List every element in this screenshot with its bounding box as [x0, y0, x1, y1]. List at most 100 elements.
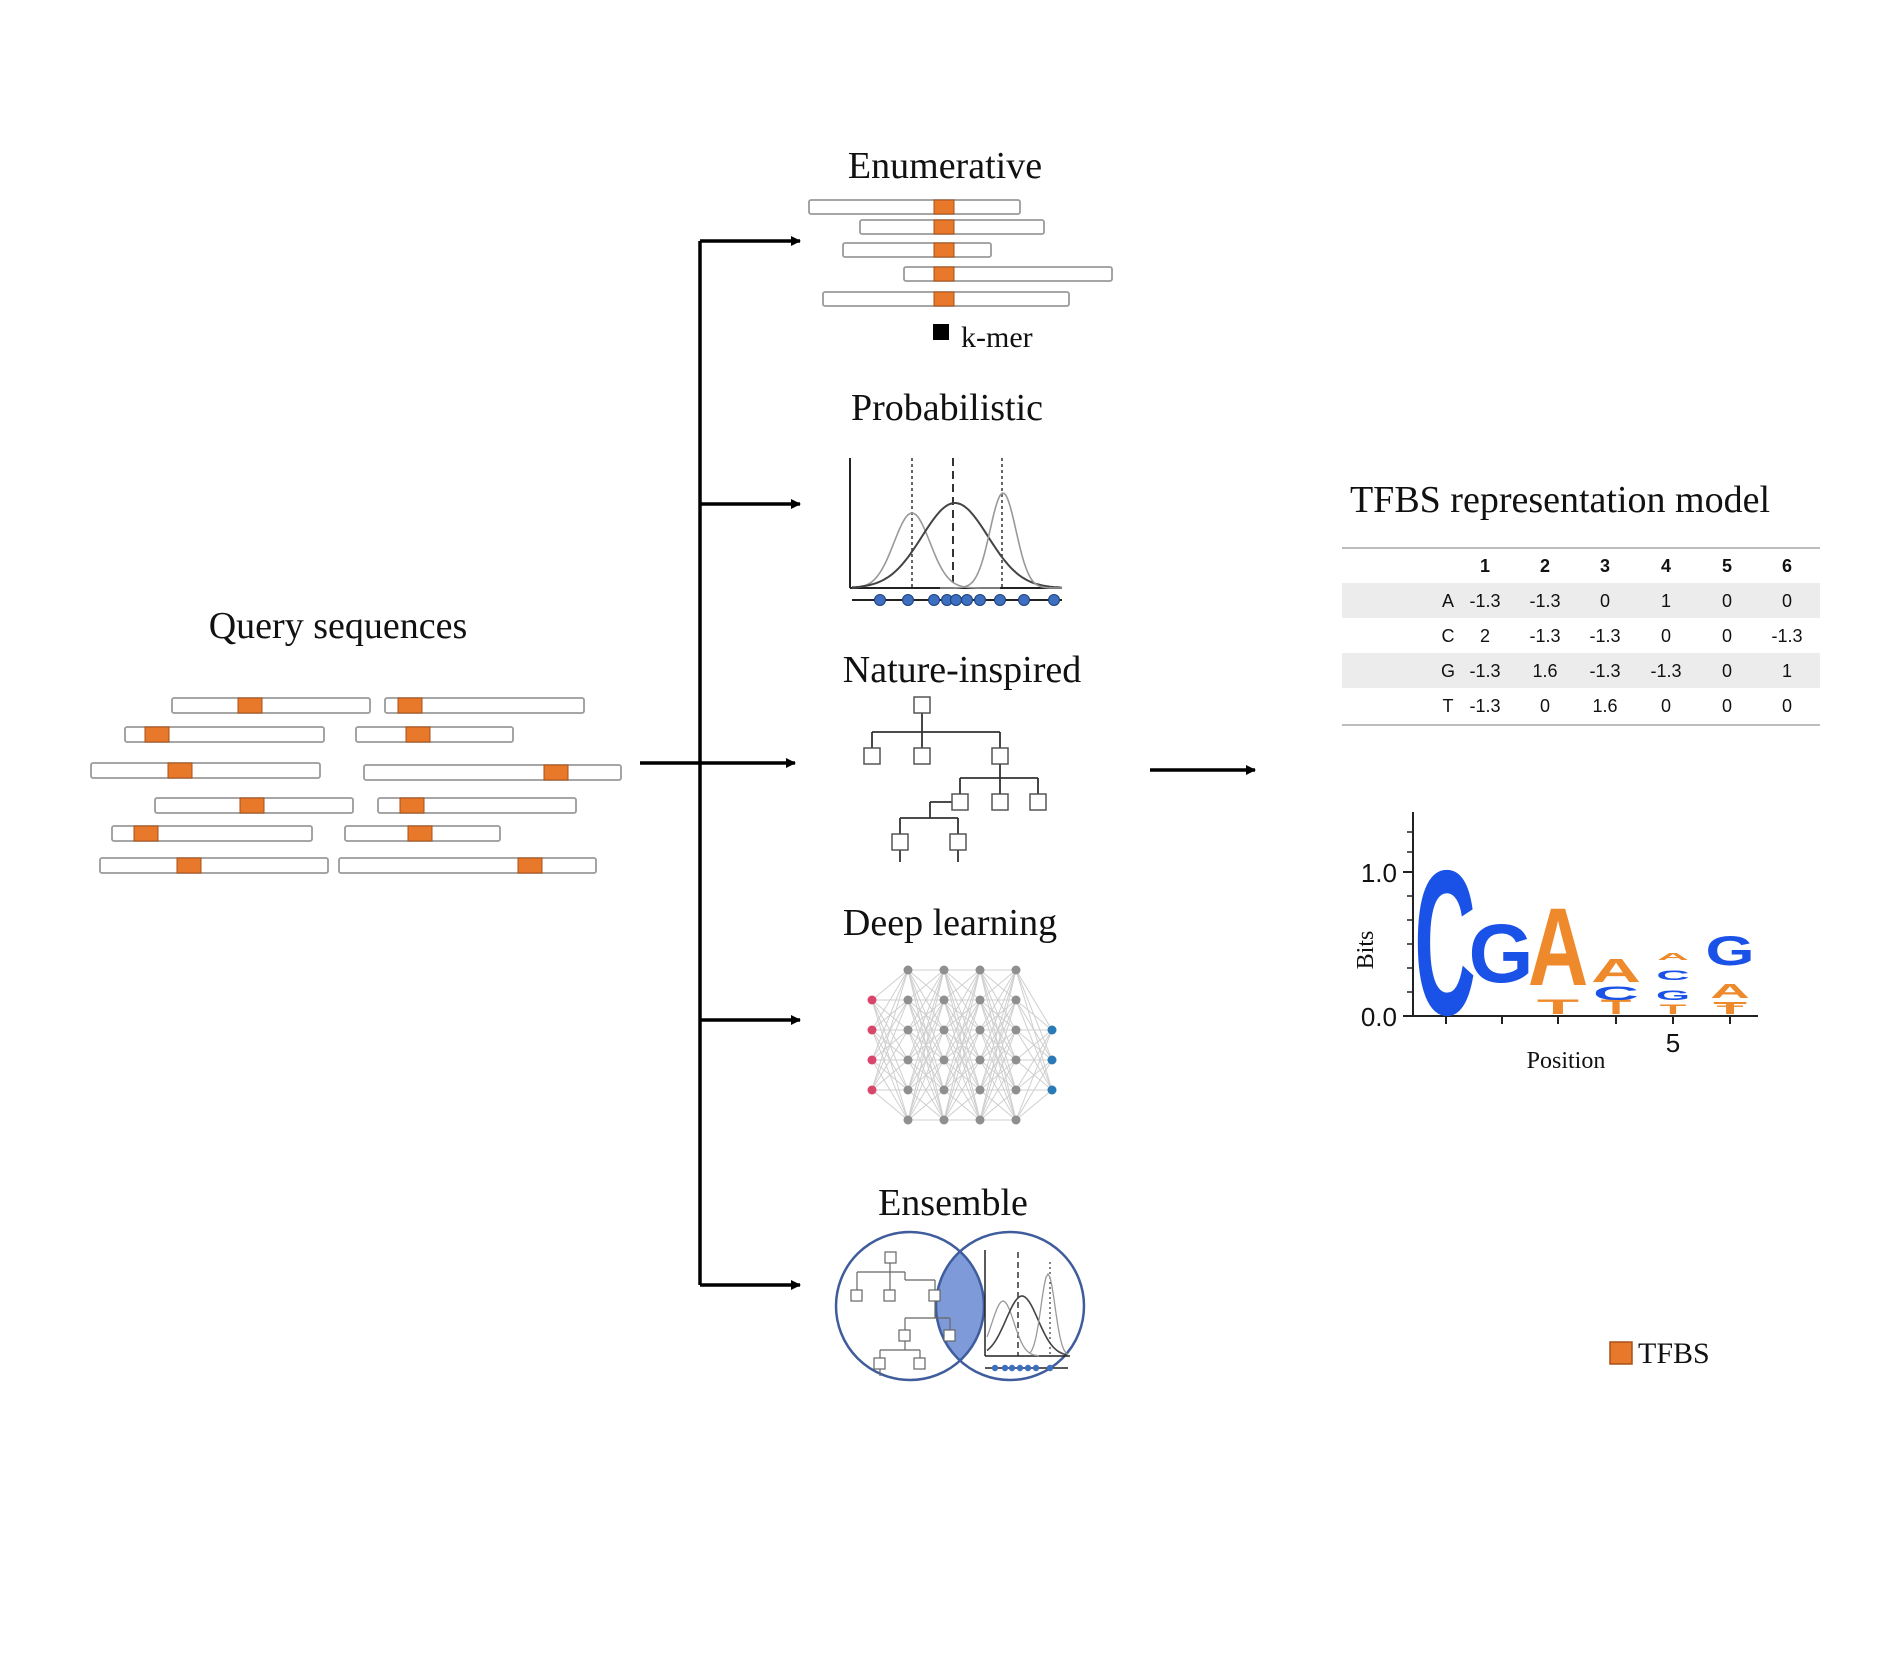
- matrix-cell: 1.6: [1592, 696, 1617, 716]
- nn-neuron: [903, 965, 913, 975]
- matrix-cell: 0: [1722, 626, 1732, 646]
- matrix-cell: 0: [1600, 591, 1610, 611]
- query-sequences-title: Query sequences: [209, 605, 468, 647]
- kmer-site: [933, 199, 955, 215]
- logo-letter: T: [1660, 1002, 1687, 1017]
- enumerative-sequence-bar: [903, 266, 1113, 282]
- nn-connection: [907, 999, 945, 1121]
- enumerative-sequence-bar: [808, 199, 1021, 215]
- query-sequence-bar: [355, 726, 514, 743]
- nn-neuron: [939, 1025, 949, 1035]
- tree-node: [891, 833, 909, 851]
- nn-connection: [1015, 969, 1053, 1031]
- nn-neuron: [903, 995, 913, 1005]
- tfbs-site: [239, 797, 265, 814]
- nn-connection: [871, 969, 909, 1091]
- tree-node: [991, 747, 1009, 765]
- nn-neuron: [939, 1115, 949, 1125]
- matrix-cell: -1.3: [1529, 591, 1560, 611]
- logo-ytick-top: 1.0: [1361, 858, 1397, 888]
- nn-neuron: [867, 1055, 877, 1065]
- nn-connection: [943, 969, 981, 1061]
- matrix-row-base: C: [1442, 626, 1455, 646]
- enumerative-sequence-bar: [842, 242, 992, 258]
- nn-connection: [871, 999, 909, 1091]
- enumerative-title: Enumerative: [848, 145, 1042, 187]
- query-sequence-bar: [90, 762, 321, 779]
- query-sequence-bar: [377, 797, 577, 814]
- logo-x-label: Position: [1527, 1048, 1606, 1074]
- matrix-column-header: 3: [1600, 556, 1610, 576]
- nn-neuron: [1011, 965, 1021, 975]
- matrix-cell: 0: [1661, 626, 1671, 646]
- logo-letter: T: [1717, 1003, 1744, 1016]
- tfbs-site: [405, 726, 431, 743]
- nn-connection: [943, 969, 981, 1121]
- nn-neuron: [1011, 1085, 1021, 1095]
- nn-connection: [1015, 1089, 1053, 1121]
- venn-mini-tree: [850, 1251, 956, 1376]
- venn-circle-left: [834, 1230, 986, 1382]
- nn-connection: [943, 969, 981, 1001]
- nn-connection: [943, 1089, 981, 1121]
- nn-neuron: [1047, 1025, 1057, 1035]
- tfbs-site: [144, 726, 170, 743]
- tfbs-site: [399, 797, 425, 814]
- tfbs-site: [407, 825, 433, 842]
- nn-connection: [907, 969, 945, 1091]
- query-sequence-bar: [384, 697, 585, 714]
- matrix-cell: 0: [1782, 696, 1792, 716]
- nn-neuron: [903, 1055, 913, 1065]
- density-curve-left: [851, 512, 1000, 589]
- tfbs-site: [237, 697, 263, 714]
- nn-connection: [943, 1059, 981, 1121]
- nn-neuron: [975, 995, 985, 1005]
- nn-connection: [979, 1029, 1017, 1121]
- matrix-cell: 1: [1661, 591, 1671, 611]
- logo-letter: A: [1528, 886, 1588, 1009]
- query-sequence-bar: [338, 857, 597, 874]
- density-curve-center: [851, 502, 1063, 589]
- nn-neuron: [867, 1025, 877, 1035]
- observation-point: [874, 594, 886, 606]
- nn-connection: [907, 969, 945, 1061]
- nn-neuron: [975, 1055, 985, 1065]
- matrix-cell: -1.3: [1529, 626, 1560, 646]
- nn-neuron: [1011, 1115, 1021, 1125]
- logo-letter: A: [1710, 980, 1750, 1002]
- nn-connection: [943, 969, 981, 1091]
- kmer-legend-swatch: [933, 324, 949, 340]
- nn-connection: [979, 1059, 1017, 1121]
- nn-connection: [979, 969, 1017, 1001]
- nn-neuron: [867, 1085, 877, 1095]
- nn-neuron: [975, 1025, 985, 1035]
- query-sequence-bar: [363, 764, 622, 781]
- nn-neuron: [975, 1085, 985, 1095]
- query-sequence-group: [90, 697, 622, 874]
- nn-connection: [979, 969, 1017, 1031]
- venn-mini-density: [984, 1250, 1070, 1372]
- nn-neuron: [975, 1115, 985, 1125]
- query-sequence-bar: [171, 697, 371, 714]
- nn-connection: [1015, 1029, 1053, 1121]
- logo-letter: C: [1414, 828, 1475, 1058]
- observation-point: [902, 594, 914, 606]
- tfbs-site: [167, 762, 193, 779]
- nn-connection: [907, 1029, 945, 1121]
- nn-connection: [979, 969, 1017, 1121]
- nn-connection: [907, 969, 945, 1121]
- kmer-site: [933, 291, 955, 307]
- ensemble-title: Ensemble: [878, 1182, 1028, 1224]
- matrix-cell: 0: [1661, 696, 1671, 716]
- nn-connection: [979, 999, 1017, 1121]
- nn-connection: [979, 969, 1017, 1061]
- nn-connection: [943, 999, 981, 1121]
- matrix-row-base: A: [1442, 591, 1454, 611]
- matrix-cell: -1.3: [1589, 626, 1620, 646]
- enumerative-aligned-sequences: [808, 199, 1113, 307]
- logo-y-label: Bits: [1353, 931, 1379, 970]
- nn-neuron: [903, 1085, 913, 1095]
- kmer-label: k-mer: [961, 321, 1033, 354]
- tree-node: [913, 696, 931, 714]
